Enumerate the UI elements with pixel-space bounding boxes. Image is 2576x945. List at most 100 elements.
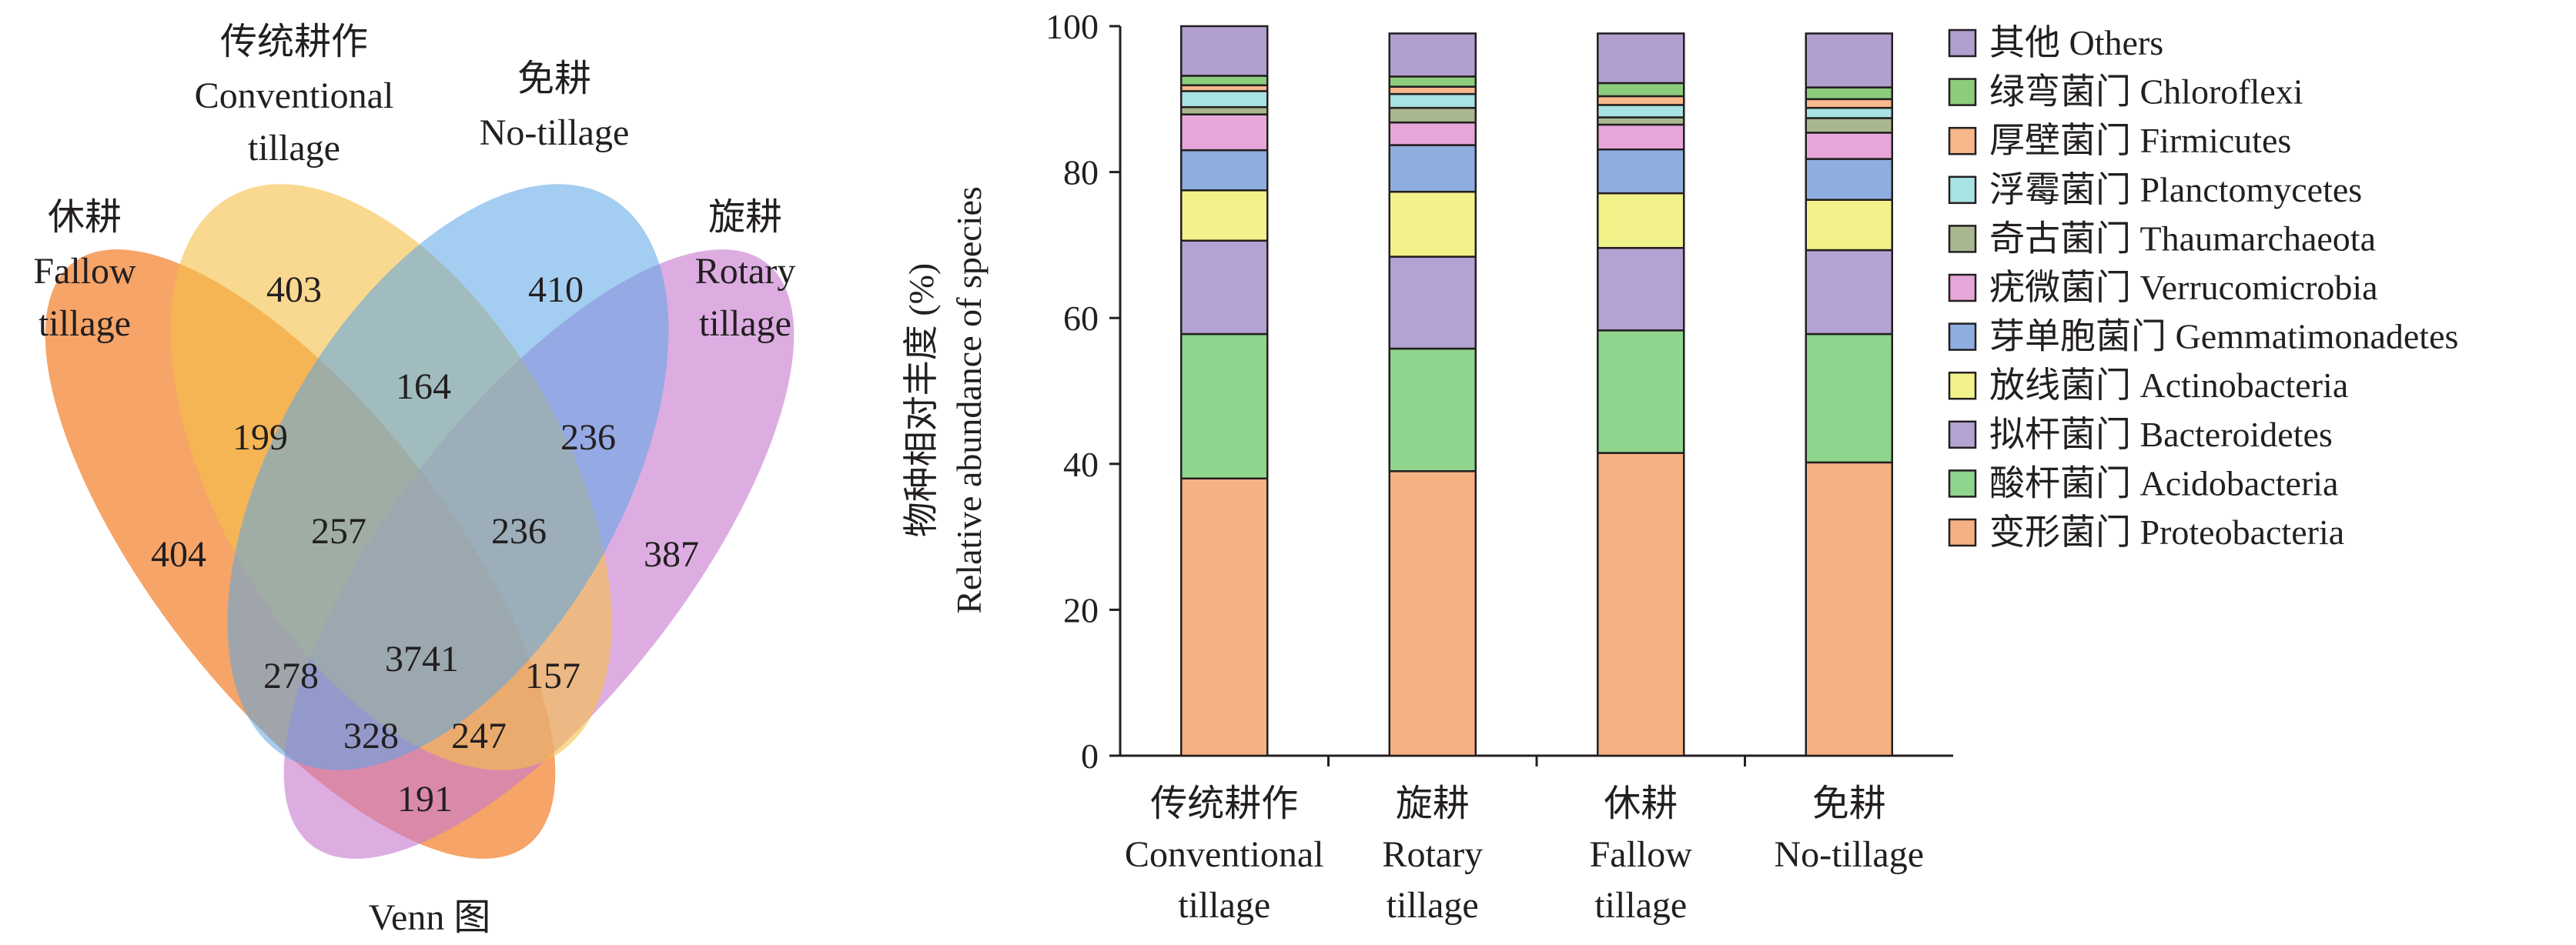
y-axis-label: 物种相对丰度 (%) Relative abundance of species [902,186,989,614]
venn-caption: Venn 图 [369,897,491,938]
legend-label: 其他 Others [1989,23,2163,62]
legend-swatch [1948,225,1977,253]
bar-segment [1388,32,1477,78]
venn-label-conventional-en1: Conventional [195,75,394,116]
venn-label-rotary-cn: 旋耕 [708,197,782,238]
bar-segment [1180,477,1269,757]
y-tick-label: 80 [1063,153,1099,192]
x-category-label: Conventional [1125,834,1324,875]
bar-segment [1180,239,1269,336]
venn-diagram: 传统耕作 Conventional tillage 免耕 No-tillage … [33,22,795,938]
legend-item: 酸杆菌门 Acidobacteria [1948,463,2338,503]
legend-label: 芽单胞菌门 Gemmatimonadetes [1989,317,2458,356]
x-category-label: 休耕 [1604,783,1678,824]
venn-count-conv-none-rotary: 236 [491,511,547,552]
venn-count-fallow-none: 278 [263,656,319,696]
bar-segment [1388,347,1477,472]
x-category-label: No-tillage [1774,834,1924,875]
x-category-label: tillage [1178,885,1270,926]
bar-segment [1597,32,1685,85]
bar-segment [1805,461,1893,757]
legend-item: 奇古菌门 Thaumarchaeota [1948,219,2376,258]
x-category-label: 免耕 [1812,783,1886,824]
venn-label-fallow-en2: tillage [38,303,131,344]
bar-segment [1180,90,1269,109]
venn-label-no-tillage-cn: 免耕 [517,58,591,99]
bar-segment [1388,255,1477,350]
y-axis-label-en: Relative abundance of species [949,186,989,614]
bar-stack [1597,32,1685,757]
venn-count-no-tillage-only: 410 [528,269,584,310]
bar-stack [1805,32,1893,757]
x-category-label: tillage [1387,885,1479,926]
legend-swatch [1948,78,1977,106]
legend-label: 绿弯菌门 Chloroflexi [1989,72,2303,112]
bar-segment [1597,123,1685,151]
venn-label-conventional-en2: tillage [248,128,340,169]
venn-count-rotary-only: 387 [644,534,699,575]
venn-count-fallow-none-rotary: 328 [343,716,399,756]
legend-swatch [1948,469,1977,498]
venn-ellipses [45,184,795,859]
bar-segment [1805,332,1893,464]
bar-segment [1597,192,1685,249]
y-tick-label: 40 [1063,445,1099,484]
bar-segment [1388,75,1477,88]
venn-label-conventional-cn: 传统耕作 [220,22,368,62]
x-category-label: Rotary [1382,834,1483,875]
venn-label-fallow-cn: 休耕 [48,197,122,238]
bar-segment [1805,132,1893,160]
bar-segment [1805,249,1893,336]
bar-segment [1805,106,1893,119]
bar-segment [1597,452,1685,757]
venn-count-none-rotary: 236 [560,417,616,458]
bar-segment [1388,92,1477,109]
venn-label-rotary-en2: tillage [699,303,791,344]
bar-segment [1597,148,1685,195]
bar-segment [1597,104,1685,119]
venn-count-conv-rotary: 157 [525,656,580,696]
bar-segment [1805,32,1893,88]
y-tick-label: 100 [1045,7,1099,46]
bar-segment [1388,121,1477,146]
bar-segment [1805,98,1893,109]
bar-segment [1180,25,1269,77]
venn-count-fallow-rotary: 191 [397,779,453,820]
x-axis-categories: 传统耕作 Conventional tillage 旋耕 Rotary tillage 休耕… [1125,783,1924,926]
x-category-label: tillage [1594,885,1687,926]
y-tick-label: 20 [1063,590,1099,629]
venn-count-all: 3741 [385,639,459,680]
legend-swatch [1948,175,1977,205]
legend-label: 放线菌门 Actinobacteria [1989,366,2348,405]
venn-label-no-tillage-en1: No-tillage [480,112,630,153]
legend-label: 浮霉菌门 Planctomycetes [1989,170,2362,209]
bar-segment [1597,95,1685,106]
legend-swatch [1948,420,1977,449]
venn-ellipse-no-tillage [227,184,669,770]
bar-segment [1597,82,1685,98]
x-category-label: 旋耕 [1396,783,1470,824]
venn-count-conventional-only: 403 [266,269,322,310]
venn-label-fallow-en1: Fallow [33,251,136,292]
legend-label: 变形菌门 Proteobacteria [1989,513,2344,552]
bar-segment [1388,106,1477,124]
stacked-bar-chart: 物种相对丰度 (%) Relative abundance of species… [902,7,2458,926]
bar-segment [1180,332,1269,480]
chart-legend: 其他 Others 绿弯菌门 Chloroflexi 厚壁菌门 Firmicutes… [1948,23,2458,552]
bar-segment [1180,113,1269,152]
legend-swatch [1948,28,1977,58]
bar-segment [1180,105,1269,115]
bar-segment [1597,329,1685,454]
x-category-label: Fallow [1590,834,1693,875]
bar-segment [1180,189,1269,242]
legend-item: 变形菌门 Proteobacteria [1948,513,2344,552]
legend-item: 放线菌门 Actinobacteria [1948,366,2348,405]
chart-axes: 0 20 40 60 80 100 [1045,7,1953,776]
bar-segment [1180,75,1269,87]
bar-segment [1388,470,1477,757]
legend-item: 绿弯菌门 Chloroflexi [1948,72,2303,112]
legend-swatch [1948,322,1977,351]
legend-item: 芽单胞菌门 Gemmatimonadetes [1948,317,2458,356]
bar-segment [1597,116,1685,126]
